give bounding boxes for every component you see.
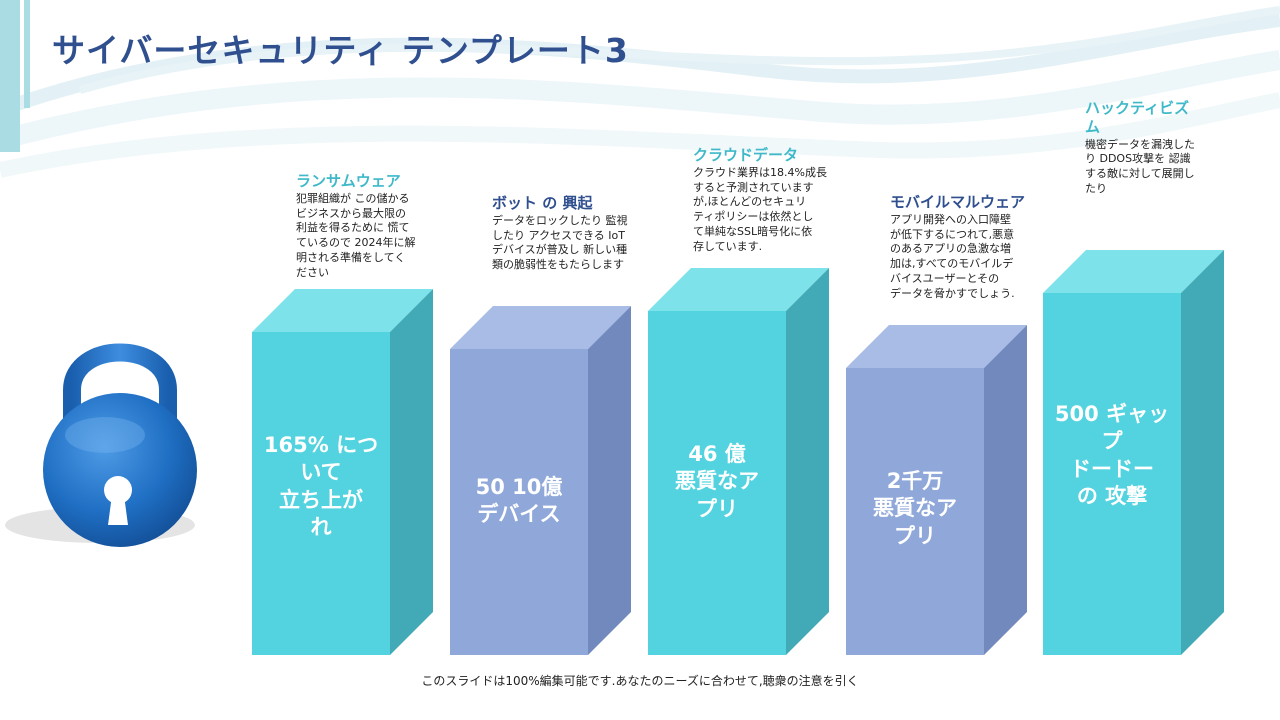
caption-body: アプリ開発への入口障壁 が低下するにつれて,悪意 のあるアプリの急激な増 加は,すべて… [890, 213, 1025, 302]
block-value-line: 165% につ [263, 433, 379, 457]
block-side-face [984, 325, 1027, 655]
block-side-face [1181, 250, 1224, 655]
caption-title: ム [1085, 117, 1101, 136]
block-value-line: プ [1101, 429, 1123, 454]
caption-body-line: する敵に対して展開し [1085, 167, 1195, 181]
block-value-line: 悪質なア [873, 496, 957, 521]
accent-bar-thin [24, 0, 30, 108]
block-value-line: プリ [894, 523, 936, 548]
caption-body-line: したり アクセスできる IoT [492, 228, 625, 242]
block-value-label: 500 ギャップドードーの 攻撃 [1043, 401, 1181, 510]
block-side-face [390, 289, 433, 655]
caption-body: 犯罪組織が この儲かる ビジネスから最大限の 利益を得るために 慌て ているので 20… [296, 192, 416, 281]
caption-body-line: ているので 2024年に解 [296, 236, 416, 250]
block-side-face [588, 306, 631, 655]
caption-body-line: 類の脆弱性をもたらします [492, 258, 624, 272]
block-top-face [648, 268, 829, 311]
caption-body: 機密データを漏洩したり DDOS攻撃を 認識 する敵に対して展開し たり [1085, 138, 1195, 197]
block-side-face [786, 268, 829, 655]
block-top-face [1043, 250, 1224, 293]
caption-body-line: 加は,すべてのモバイルデ [890, 257, 1014, 271]
block-value-line: 46 億 [688, 442, 746, 466]
caption-body-line: アプリ開発への入口障壁 [890, 212, 1011, 226]
stat-block-mobile: 2千万悪質なア プリ [846, 325, 1027, 655]
caption-body-line: り DDOS攻撃を 認識 [1085, 152, 1191, 166]
block-value-line: プリ [696, 496, 738, 521]
caption-body: データをロックしたり 監視 したり アクセスできる IoT デバイスが普及し 新しい… [492, 214, 628, 273]
caption-body-line: データを脅かすでしょう. [890, 286, 1015, 300]
caption-body-line: デバイスが普及し 新しい種 [492, 243, 628, 257]
stat-block-ransomware: 165% につ いて 立ち上がれ [252, 289, 433, 655]
padlock-icon [5, 343, 197, 547]
caption-body-line: ティポリシーは依然とし [693, 210, 814, 224]
caption-body-line: て単純なSSL暗号化に依 [693, 225, 813, 239]
block-value-line: 悪質なア [675, 469, 759, 494]
block-value-line: 500 ギャッ [1054, 402, 1170, 426]
block-value-line: 50 10億 [475, 475, 563, 499]
block-value-label: 50 10億 デバイス [450, 474, 588, 529]
block-value-line: 立ち上が [279, 487, 363, 512]
accent-bar [0, 0, 20, 152]
block-top-face [846, 325, 1027, 368]
stat-block-bots: 50 10億 デバイス [450, 306, 631, 655]
caption-title: モバイルマルウェア [890, 193, 1026, 211]
caption-title: ハックティビズ [1085, 99, 1190, 117]
block-value-line: れ [310, 514, 332, 539]
block-front-face [252, 332, 390, 655]
caption-body-line: 機密データを漏洩した [1085, 137, 1195, 151]
block-front-face [846, 368, 984, 655]
caption-body-line: 利益を得るために 慌て [296, 221, 410, 235]
caption-body-line: のあるアプリの急激な増 [890, 242, 1011, 256]
caption-hacktivism: ハックティビズム機密データを漏洩したり DDOS攻撃を 認識 する敵に対して展開し… [1085, 99, 1195, 197]
block-value-label: 46 億悪質なア プリ [648, 441, 786, 523]
slide-title: サイバーセキュリティ テンプレート3 [52, 31, 629, 70]
caption-cloud: クラウドデータ クラウド業界は18.4%成長 すると予測されています が,ほとんどのセ… [693, 146, 827, 255]
caption-body-line: たり [1085, 182, 1107, 196]
block-value-label: 2千万悪質なア プリ [846, 468, 984, 550]
caption-body-line: データをロックしたり 監視 [492, 213, 628, 227]
block-top-face [450, 306, 631, 349]
caption-body-line: 犯罪組織が この儲かる [296, 191, 410, 205]
caption-body-line: 明される準備をしてく [296, 251, 406, 265]
caption-ransomware: ランサムウェア 犯罪組織が この儲かる ビジネスから最大限の 利益を得るために 慌てて… [296, 172, 416, 281]
block-top-face [252, 289, 433, 332]
block-shape [846, 325, 1027, 655]
caption-title: クラウドデータ [693, 146, 799, 164]
block-front-face [648, 311, 786, 655]
caption-mobile: モバイルマルウェア アプリ開発への入口障壁 が低下するにつれて,悪意 のあるアプリの急… [890, 193, 1025, 302]
caption-body-line: が低下するにつれて,悪意 [890, 227, 1015, 241]
stat-block-cloud: 46 億悪質なア プリ [648, 268, 829, 655]
block-value-label: 165% につ いて 立ち上がれ [252, 432, 390, 541]
block-value-line: 2千万 [886, 469, 944, 493]
caption-body: クラウド業界は18.4%成長 すると予測されています が,ほとんどのセキュリ ティポリ… [693, 166, 827, 255]
caption-body-line: 存しています. [693, 239, 763, 253]
block-front-face [1043, 293, 1181, 655]
caption-body-line: が,ほとんどのセキュリ [693, 195, 807, 209]
block-shape [252, 289, 433, 655]
caption-body-line: バイスユーザーとその [890, 272, 1000, 286]
block-shape [1043, 250, 1224, 655]
caption-body-line: クラウド業界は18.4%成長 [693, 165, 827, 179]
block-shape [450, 306, 631, 655]
caption-title: ランサムウェア [296, 172, 401, 190]
block-value-line: デバイス [477, 502, 561, 527]
caption-body-line: ビジネスから最大限の [296, 206, 406, 220]
block-value-line: ドードー [1070, 456, 1154, 481]
footer-note: このスライドは100%編集可能です.あなたのニーズに合わせて,聴衆の注意を引く [421, 674, 859, 688]
block-shape [648, 268, 829, 655]
block-value-line: いて [300, 460, 342, 485]
stat-block-hacktivism: 500 ギャップドードーの 攻撃 [1043, 250, 1224, 655]
block-value-line: の 攻撃 [1076, 483, 1148, 508]
caption-body-line: ださい [296, 265, 329, 279]
caption-body-line: すると予測されています [693, 180, 814, 194]
caption-bots: ボット の 興起 データをロックしたり 監視 したり アクセスできる IoT デバイス… [492, 194, 628, 273]
caption-title: ボット の 興起 [492, 194, 593, 212]
block-front-face [450, 349, 588, 655]
